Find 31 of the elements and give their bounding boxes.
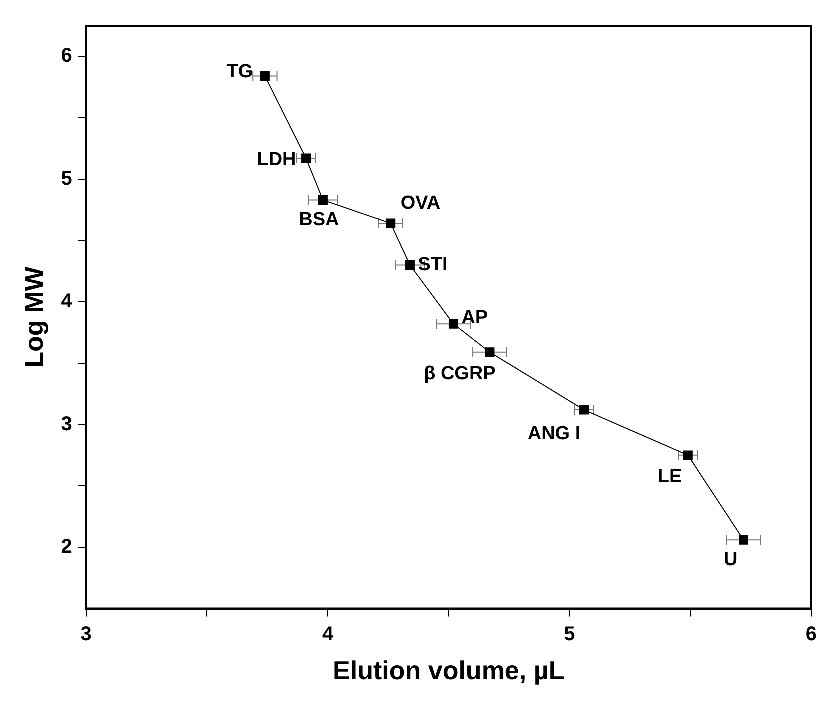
y-tick-label: 2 [61, 536, 72, 558]
annotation: β CGRP [424, 364, 496, 385]
point [302, 154, 312, 164]
annotation: TG [226, 62, 254, 83]
y-tick-label: 3 [61, 413, 72, 436]
point [386, 218, 396, 228]
point [405, 260, 415, 270]
annotation: LE [658, 466, 682, 488]
annotation: OVA [400, 192, 441, 214]
x-axis-title: Elution volume, µL [333, 656, 565, 686]
y-tick-label: 5 [61, 168, 72, 190]
annotation: LDH [257, 150, 296, 171]
annotation: BSA [299, 209, 340, 230]
y-axis-title: Log MW [18, 266, 49, 368]
point [485, 348, 495, 358]
point [579, 405, 589, 415]
x-tick-label: 5 [564, 623, 576, 646]
point [448, 319, 458, 329]
point [318, 195, 328, 205]
y-tick-label: 4 [61, 290, 74, 313]
annotation: U [724, 549, 738, 570]
y-tick-label: 6 [61, 45, 72, 68]
x-tick-label: 4 [322, 623, 334, 646]
annotation: STI [418, 254, 448, 276]
annotation: ANG I [528, 423, 581, 444]
x-tick-label: 3 [80, 623, 92, 646]
point [260, 72, 270, 82]
point [739, 535, 749, 545]
point [683, 450, 693, 460]
annotation: AP [462, 307, 488, 328]
x-tick-label: 6 [806, 623, 817, 646]
